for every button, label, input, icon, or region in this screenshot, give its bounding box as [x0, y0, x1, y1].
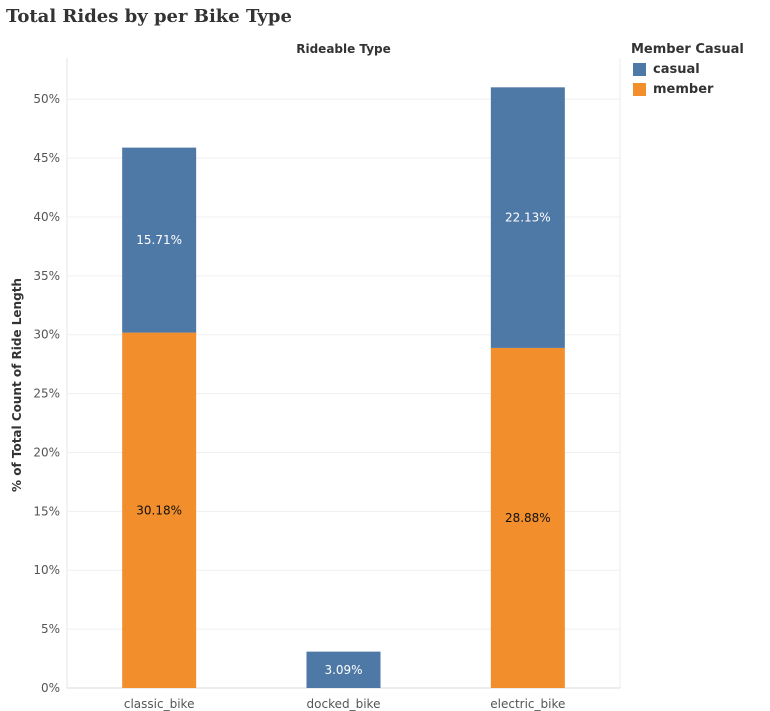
data-label-casual-electric_bike: 22.13%: [505, 211, 551, 225]
y-tick-label: 0%: [41, 681, 60, 695]
y-tick-label: 50%: [33, 92, 60, 106]
legend-item-member[interactable]: member: [631, 79, 744, 99]
legend-label-casual: casual: [653, 61, 700, 77]
y-tick-label: 20%: [33, 445, 60, 459]
y-tick-label: 30%: [33, 328, 60, 342]
data-label-casual-docked_bike: 3.09%: [324, 663, 362, 677]
bar-casual-classic_bike[interactable]: [122, 147, 197, 333]
legend: Member Casual casual member: [631, 42, 744, 99]
bar-member-classic_bike[interactable]: [122, 332, 197, 688]
y-axis-label: % of Total Count of Ride Length: [10, 278, 24, 492]
y-tick-label: 40%: [33, 210, 60, 224]
x-axis: classic_bike docked_bike electric_bike: [124, 697, 566, 711]
y-axis: 0% 5% 10% 15% 20% 25% 30% 35% 40% 45% 50%: [33, 92, 60, 695]
bar-casual-electric_bike[interactable]: [490, 87, 565, 348]
y-tick-label: 5%: [41, 622, 60, 636]
legend-swatch-member: [633, 82, 646, 96]
y-tick-label: 25%: [33, 387, 60, 401]
y-tick-label: 15%: [33, 504, 60, 518]
data-label-member-classic_bike: 30.18%: [136, 503, 182, 517]
bars: 30.18% 15.71% 3.09% 28.88% 22.13%: [122, 87, 565, 688]
column-header: Rideable Type: [296, 42, 391, 56]
y-tick-label: 35%: [33, 269, 60, 283]
x-tick-label-electric_bike: electric_bike: [490, 697, 565, 711]
legend-title: Member Casual: [631, 42, 744, 57]
x-tick-label-classic_bike: classic_bike: [124, 697, 195, 711]
y-tick-label: 10%: [33, 563, 60, 577]
y-tick-label: 45%: [33, 151, 60, 165]
data-label-member-electric_bike: 28.88%: [505, 511, 551, 525]
legend-item-casual[interactable]: casual: [631, 59, 744, 79]
x-tick-label-docked_bike: docked_bike: [307, 697, 381, 711]
legend-label-member: member: [653, 81, 714, 97]
bar-member-electric_bike[interactable]: [490, 347, 565, 688]
data-label-casual-classic_bike: 15.71%: [136, 233, 182, 247]
chart-title: Total Rides by per Bike Type: [6, 6, 292, 27]
legend-swatch-casual: [633, 62, 646, 76]
bar-casual-docked_bike[interactable]: [306, 651, 381, 688]
